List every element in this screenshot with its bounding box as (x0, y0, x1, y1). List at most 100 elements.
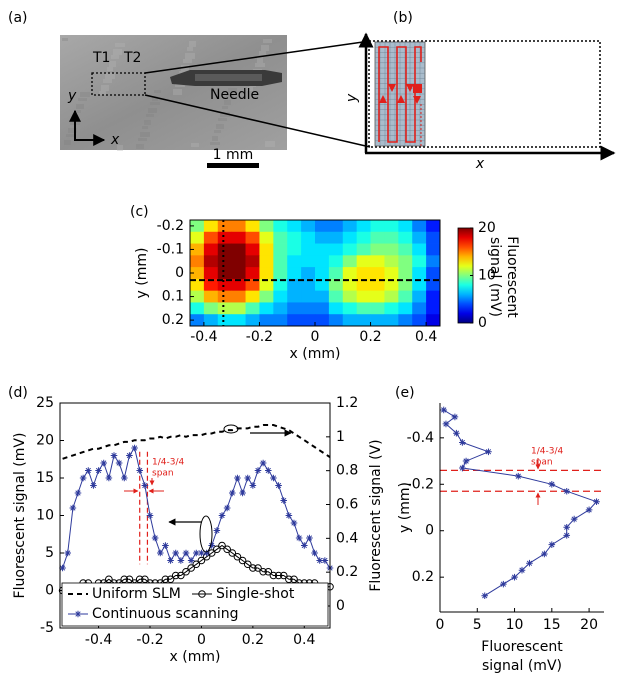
heat-cell (426, 231, 441, 244)
marker (239, 489, 246, 497)
heat-cell (328, 231, 344, 244)
heat-cell (273, 231, 288, 244)
heat-cell (245, 255, 260, 268)
heat-cell (231, 314, 246, 327)
heat-cell (398, 290, 413, 303)
x-tick-label: 10 (506, 617, 524, 633)
heat-cell (356, 290, 371, 303)
heat-cell (342, 220, 358, 233)
heat-cell (203, 255, 219, 268)
legend-swatch (198, 590, 206, 598)
heat-cell (287, 278, 302, 292)
heat-cell (245, 243, 260, 256)
marker (59, 564, 66, 572)
heat-cell (398, 255, 413, 268)
heat-cell (245, 231, 260, 244)
marker (203, 549, 210, 557)
texture (220, 112, 230, 117)
texture (115, 43, 125, 47)
heat-cell (412, 302, 427, 315)
texture (142, 126, 148, 129)
heat-cell (384, 231, 399, 244)
marker (518, 566, 526, 574)
marker (172, 549, 180, 557)
x-tick-label: 0.2 (359, 329, 381, 345)
heat-cell (301, 267, 316, 280)
marker (548, 541, 556, 548)
marker (105, 474, 113, 482)
y-tick-label: -0.1 (157, 241, 184, 257)
heat-cell (398, 231, 413, 244)
y-tick-label: 0 (425, 523, 434, 539)
heat-cell (245, 290, 260, 303)
marker (563, 523, 571, 531)
callout (223, 424, 239, 434)
marker (259, 459, 267, 467)
y-axis-label: y (mm) (397, 482, 413, 533)
scale-bar (207, 163, 259, 168)
zoom-line (144, 40, 371, 74)
heat-cell (370, 278, 385, 292)
x-axis-label: x (475, 156, 485, 172)
heat-cell (190, 231, 205, 244)
texture (175, 83, 185, 87)
marker (269, 571, 278, 580)
marker (136, 467, 144, 474)
colorbar-tick-label: 20 (478, 220, 496, 236)
heat-cell (203, 243, 219, 256)
heat-cell (203, 314, 219, 327)
marker (244, 474, 252, 482)
marker (321, 557, 329, 564)
heat-cell (315, 220, 330, 233)
marker (192, 560, 201, 569)
x-tick-label: 15 (543, 617, 561, 633)
y-tick-label: 0 (45, 583, 54, 599)
texture (154, 90, 161, 93)
x-axis-label: Fluorescent (481, 639, 563, 655)
panel-label: (a) (8, 10, 28, 26)
heat-cell (190, 267, 205, 280)
marker (146, 512, 154, 519)
texture (263, 39, 272, 43)
heat-cell (315, 290, 330, 303)
marker (223, 504, 231, 512)
marker (90, 482, 97, 489)
heat-cell (370, 290, 385, 303)
texture (259, 51, 266, 55)
heat-cell (328, 255, 344, 268)
heat-cell (342, 314, 358, 327)
marker (238, 556, 247, 565)
marker (275, 482, 282, 489)
heat-cell (426, 255, 441, 268)
marker (161, 575, 170, 584)
heat-cell (342, 267, 358, 280)
marker (254, 467, 262, 474)
marker (259, 567, 267, 576)
annotation: 1/4-3/4 (531, 447, 563, 457)
heat-cell (301, 255, 316, 268)
heat-cell (412, 231, 427, 244)
micrograph (60, 35, 287, 150)
marker (264, 567, 273, 576)
heat-cell (412, 255, 427, 268)
x-tick-label: -0.2 (246, 329, 273, 345)
marker (300, 542, 308, 549)
heat-cell (370, 220, 385, 233)
y-tick-label: 0.2 (162, 312, 184, 328)
marker (526, 559, 533, 567)
heat-cell (231, 290, 246, 303)
texture (255, 63, 265, 67)
heat-cell (287, 220, 302, 233)
marker (182, 567, 190, 576)
marker (187, 564, 195, 572)
marker (254, 564, 262, 572)
heat-cell (231, 302, 246, 315)
texture (99, 91, 106, 95)
y-tick-label: 10 (36, 508, 54, 524)
heat-cell (217, 231, 233, 244)
heat-cell (217, 314, 233, 327)
heat-cell (315, 267, 330, 280)
heat-cell (398, 314, 413, 327)
x-tick-label: 0.4 (293, 632, 315, 648)
heat-cell (273, 220, 288, 233)
